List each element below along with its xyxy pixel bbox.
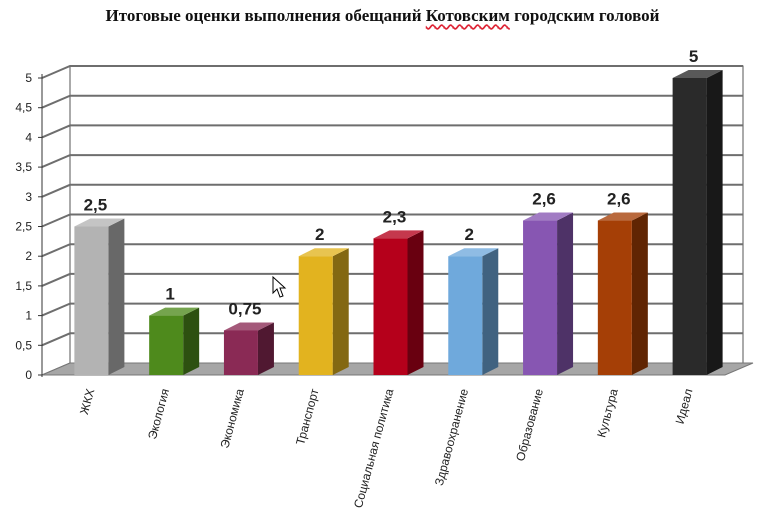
y-tick-label: 0 xyxy=(25,368,32,382)
bar-top xyxy=(672,70,723,78)
bar xyxy=(672,70,723,375)
bar xyxy=(373,230,424,375)
x-tick-label: Здравоохранение xyxy=(432,387,471,487)
y-tick-label: 1 xyxy=(25,309,32,323)
bar-side xyxy=(557,212,574,375)
y-tick-label: 4,5 xyxy=(15,101,32,115)
bar-side xyxy=(407,230,424,375)
bar xyxy=(523,212,574,375)
bar-front xyxy=(373,238,408,375)
data-label: 2 xyxy=(315,225,324,244)
title-part-1: Итоговые оценки выполнения обещаний xyxy=(105,6,426,25)
y-axis: 0 0,5 1 1,5 2 2,5 3 3,5 4 4,5 5 xyxy=(15,71,43,382)
bar xyxy=(597,212,648,375)
x-tick-label: Транспорт xyxy=(293,387,322,447)
data-label: 1 xyxy=(165,285,174,304)
data-labels: 2,5 1 0,75 2 2,3 2 2,6 2,6 5 xyxy=(84,47,699,318)
bar-top xyxy=(223,322,274,331)
bar-front xyxy=(523,220,558,375)
bar-side xyxy=(183,307,200,375)
data-label: 0,75 xyxy=(228,299,261,318)
bar-side xyxy=(706,70,723,375)
chart-title: Итоговые оценки выполнения обещаний Кото… xyxy=(0,6,765,26)
y-tick-label: 0,5 xyxy=(15,338,32,352)
y-tick-label: 4 xyxy=(25,130,32,144)
x-tick-label: Экология xyxy=(145,387,172,441)
x-tick-label: Образование xyxy=(513,387,546,463)
bar xyxy=(74,218,125,375)
gridline xyxy=(41,65,743,79)
bar xyxy=(448,248,499,375)
cursor-arrow xyxy=(272,275,287,298)
gridline xyxy=(41,302,743,317)
data-label: 2 xyxy=(465,225,474,244)
gridline xyxy=(41,213,743,228)
y-tick-label: 1,5 xyxy=(15,279,32,293)
bar xyxy=(149,307,200,375)
bar xyxy=(223,322,274,375)
gridline xyxy=(41,94,743,109)
y-tick-label: 3,5 xyxy=(15,160,32,174)
data-label: 2,5 xyxy=(84,196,108,215)
mouse-cursor-icon xyxy=(272,275,287,298)
gridline xyxy=(41,272,743,287)
data-label: 2,6 xyxy=(532,190,556,209)
bar xyxy=(298,248,349,375)
bar-side xyxy=(332,248,349,375)
bar-top xyxy=(373,230,424,239)
bar-top xyxy=(74,218,125,227)
gridline xyxy=(41,154,743,169)
data-label: 5 xyxy=(689,47,698,66)
y-tick-label: 2,5 xyxy=(15,220,32,234)
x-tick-label: Идеал xyxy=(673,387,696,425)
data-label: 2,6 xyxy=(607,190,631,209)
bar-front xyxy=(298,256,333,375)
bar-side xyxy=(631,212,648,375)
y-tick-label: 5 xyxy=(25,71,32,85)
gridline xyxy=(41,243,743,258)
x-axis: ЖКХ Экология Экономика Транспорт Социальная … xyxy=(77,387,695,510)
title-part-2: Котовским xyxy=(425,6,510,25)
title-part-3: городским головой xyxy=(509,6,660,25)
bar-front xyxy=(149,315,184,375)
bar-top xyxy=(523,212,574,221)
x-tick-label: Культура xyxy=(594,387,621,439)
bar-side xyxy=(482,248,499,375)
bar-front xyxy=(223,330,258,375)
x-tick-label: ЖКХ xyxy=(77,387,97,416)
gridline xyxy=(41,332,743,347)
bar-front xyxy=(597,220,632,375)
bar-front xyxy=(672,78,707,375)
data-label: 2,3 xyxy=(383,207,407,226)
y-tick-label: 2 xyxy=(25,249,32,263)
bars xyxy=(74,70,723,375)
gridlines xyxy=(41,65,743,347)
bar-top xyxy=(149,307,200,316)
gridline xyxy=(41,183,743,198)
bar-top xyxy=(597,212,648,221)
gridline xyxy=(41,124,743,139)
x-tick-label: Экономика xyxy=(217,387,246,450)
bar-top xyxy=(448,248,499,257)
bar-side xyxy=(257,322,274,375)
bar-top xyxy=(298,248,349,257)
x-tick-label: Социальная политика xyxy=(351,387,396,510)
bar-front xyxy=(74,226,109,375)
bar-front xyxy=(448,256,483,375)
bar-side xyxy=(108,218,125,375)
y-tick-label: 3 xyxy=(25,190,32,204)
